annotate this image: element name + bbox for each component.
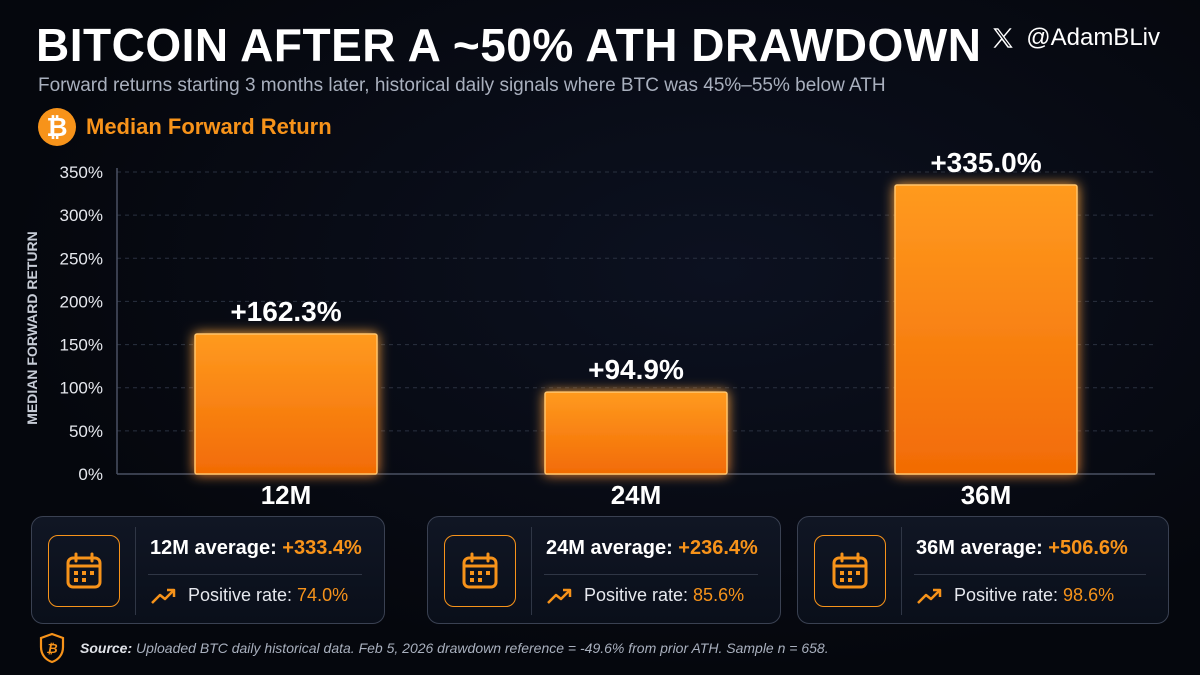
positive-rate-stat: Positive rate: 98.6% (916, 585, 1114, 606)
summary-card-36m: 36M average: +506.6% Positive rate: 98.6… (797, 516, 1169, 624)
y-tick-label: 250% (60, 249, 103, 268)
x-tick-label-36m: 36M (961, 480, 1012, 510)
summary-card-12m: 12M average: +333.4% Positive rate: 74.0… (31, 516, 385, 624)
trend-up-icon (547, 588, 572, 604)
page-title: BITCOIN AFTER A ~50% ATH DRAWDOWN (36, 19, 982, 71)
bitcoin-icon: ₿ (38, 108, 76, 146)
data-label-12m: +162.3% (230, 296, 341, 327)
bitcoin-shield-icon: ₿ (39, 632, 65, 664)
data-label-36m: +335.0% (930, 147, 1041, 178)
y-tick-label: 0% (78, 465, 103, 484)
positive-rate-stat: Positive rate: 85.6% (546, 585, 744, 606)
svg-text:₿: ₿ (46, 641, 57, 656)
x-tick-label-24m: 24M (611, 480, 662, 510)
calendar-icon (48, 535, 120, 607)
x-tick-label-12m: 12M (261, 480, 312, 510)
calendar-icon (444, 535, 516, 607)
summary-card-24m: 24M average: +236.4% Positive rate: 85.6… (427, 516, 781, 624)
card-divider (148, 574, 362, 575)
average-stat: 12M average: +333.4% (150, 537, 362, 559)
average-stat: 36M average: +506.6% (916, 537, 1128, 559)
author-handle[interactable]: @AdamBLiv (990, 24, 1160, 52)
y-axis-label: MEDIAN FORWARD RETURN (24, 231, 40, 424)
card-divider (135, 527, 136, 615)
summary-cards: 12M average: +333.4% Positive rate: 74.0… (31, 516, 1169, 624)
chart-legend: ₿ Median Forward Return (38, 108, 332, 146)
positive-rate-stat: Positive rate: 74.0% (150, 585, 348, 606)
average-stat: 24M average: +236.4% (546, 537, 758, 559)
source-text: Uploaded BTC daily historical data. Feb … (136, 640, 829, 656)
data-label-24m: +94.9% (588, 354, 684, 385)
y-tick-label: 200% (60, 292, 103, 311)
y-tick-label: 300% (60, 206, 103, 225)
y-tick-label: 350% (60, 163, 103, 182)
bar-36m (894, 184, 1078, 475)
y-tick-label: 50% (69, 422, 103, 441)
source-note: ₿ Source: Uploaded BTC daily historical … (38, 632, 829, 664)
card-divider (531, 527, 532, 615)
trend-up-icon (917, 588, 942, 604)
handle-text: @AdamBLiv (1026, 24, 1160, 51)
x-logo-icon (993, 28, 1013, 48)
source-label: Source: (80, 640, 133, 656)
bar-chart: 0% 50% 100% 150% 200% 250% 300% 350% +162.3% 12M +… (24, 147, 1155, 510)
legend-label: Median Forward Return (86, 114, 332, 139)
calendar-icon (814, 535, 886, 607)
card-divider (544, 574, 758, 575)
trend-up-icon (151, 588, 176, 604)
card-divider (901, 527, 902, 615)
bar-12m (194, 333, 378, 475)
y-tick-label: 150% (60, 336, 103, 355)
card-divider (914, 574, 1146, 575)
bar-24m (544, 391, 728, 475)
page-subtitle: Forward returns starting 3 months later,… (38, 75, 886, 96)
y-tick-label: 100% (60, 379, 103, 398)
